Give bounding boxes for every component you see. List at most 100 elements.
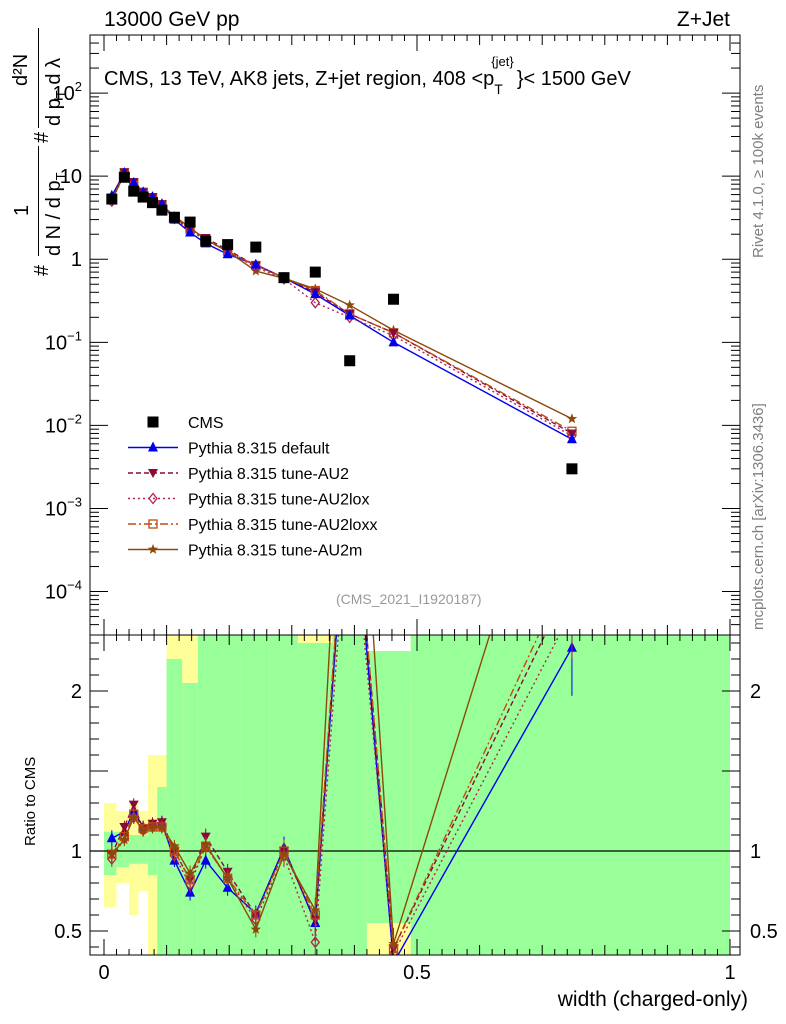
ratio-point-au2m-5 bbox=[156, 821, 168, 832]
x-ticklabel-0: 0 bbox=[98, 962, 109, 984]
ratio-frame bbox=[89, 634, 741, 956]
band-green-7 bbox=[182, 683, 198, 955]
ratio-y-axis-label: Ratio to CMS bbox=[22, 756, 39, 846]
legend-marker-au2 bbox=[148, 469, 158, 478]
main-point-default-14 bbox=[388, 336, 399, 347]
main-point-cms-11 bbox=[278, 272, 290, 284]
y-hash-1: # bbox=[31, 264, 53, 276]
ratio-point-au2m-1 bbox=[119, 834, 130, 845]
legend-label-au2m: Pythia 8.315 tune-AU2m bbox=[188, 543, 362, 560]
ratio-line-au2m bbox=[111, 635, 491, 945]
ratio-point-au2lox-7 bbox=[185, 878, 195, 891]
main-point-cms-12 bbox=[309, 266, 321, 278]
y-main-ticklabel-5: 10 bbox=[60, 166, 82, 188]
y-main-ticklabel-4: 1 bbox=[71, 249, 82, 271]
x-ticklabel-1: 0.5 bbox=[403, 962, 431, 984]
y-d2n: d²N bbox=[10, 53, 32, 86]
plot-title-main: CMS, 13 TeV, AK8 jets, Z+jet region, 408… bbox=[104, 68, 495, 90]
plot-title-tail: }< 1500 GeV bbox=[516, 68, 631, 90]
main-point-au2m-13 bbox=[344, 299, 355, 310]
ratio-point-au2m-4 bbox=[147, 821, 158, 832]
y-main-ticklabel-exp-2: −2 bbox=[67, 411, 82, 426]
plot-title-sub: T bbox=[494, 81, 503, 97]
y-ratio-ticklabel-right-0: 0.5 bbox=[750, 921, 778, 943]
band-green-15 bbox=[410, 635, 730, 955]
analysis-id: (CMS_2021_I1920187) bbox=[336, 591, 482, 607]
main-point-cms-4 bbox=[147, 197, 159, 209]
legend-marker-cms bbox=[147, 416, 159, 428]
x-axis-label: width (charged-only) bbox=[557, 988, 748, 1011]
main-point-au2m-15 bbox=[566, 413, 578, 424]
y-frac-one: 1 bbox=[11, 204, 33, 216]
x-ticklabel-2: 1 bbox=[724, 962, 735, 984]
legend-marker-au2m bbox=[147, 544, 159, 554]
ratio-point-au2lox-6 bbox=[169, 849, 180, 862]
legend-label-default: Pythia 8.315 default bbox=[188, 441, 330, 458]
ratio-point-au2m-9 bbox=[222, 872, 233, 883]
band-green-8 bbox=[197, 635, 214, 955]
plot-title: CMS, 13 TeV, AK8 jets, Z+jet region, 408… bbox=[104, 54, 631, 97]
ratio-point-au2m-13 bbox=[345, 270, 355, 280]
ratio-point-au2m-7 bbox=[184, 867, 196, 878]
ratio-point-au2m-8 bbox=[200, 839, 211, 849]
y-main-ticklabel-exp-1: −3 bbox=[67, 494, 82, 509]
ratio-point-au2m-3 bbox=[137, 824, 149, 835]
legend: CMS Pythia 8.315 default Pythia 8.315 tune… bbox=[128, 415, 377, 560]
ratio-point-default-13 bbox=[345, 445, 355, 455]
y-ratio-ticklabel-right-1: 1 bbox=[750, 841, 761, 863]
y-main-ticklabel-3: 10−1 bbox=[45, 328, 82, 354]
legend-label-au2lox: Pythia 8.315 tune-AU2lox bbox=[188, 492, 369, 509]
main-line-au2loxx bbox=[111, 172, 573, 432]
y-main-ticklabel-exp-0: −4 bbox=[67, 578, 82, 593]
main-point-cms-14 bbox=[388, 293, 400, 305]
main-point-cms-8 bbox=[200, 235, 212, 247]
y-dn-dpt: d N / d pT bbox=[43, 172, 68, 256]
main-point-default-12 bbox=[310, 288, 321, 299]
main-point-cms-5 bbox=[156, 204, 168, 216]
ratio-point-default-0 bbox=[106, 832, 117, 843]
legend-label-au2loxx: Pythia 8.315 tune-AU2loxx bbox=[188, 517, 377, 534]
ratio-point-au2-13 bbox=[345, 431, 355, 440]
y-hash-2: # bbox=[31, 131, 53, 143]
main-line-au2lox bbox=[111, 173, 573, 437]
y-main-ticklabel-exp-6: 2 bbox=[75, 79, 82, 94]
main-point-default-10 bbox=[250, 258, 261, 269]
ratio-point-au2lox-15 bbox=[568, 606, 576, 616]
axes bbox=[89, 34, 741, 956]
ratio-point-au2m-11 bbox=[278, 848, 290, 859]
ratio-point-au2m-2 bbox=[128, 811, 139, 822]
band-green-2 bbox=[129, 835, 139, 864]
ratio-point-au2loxx-15 bbox=[568, 559, 576, 567]
main-y-axis-label: # 1 d N / d pT # d²N d pT d λ bbox=[5, 26, 85, 276]
main-point-default-2 bbox=[128, 176, 139, 187]
beam-label: 13000 GeV pp bbox=[104, 8, 240, 31]
main-point-default-13 bbox=[344, 309, 355, 320]
legend-marker-au2loxx bbox=[148, 519, 158, 529]
main-panel-series bbox=[106, 167, 578, 475]
ratio-point-au2-1 bbox=[119, 823, 130, 832]
y-main-ticklabel-2: 10−2 bbox=[45, 411, 82, 437]
legend-marker-default bbox=[148, 441, 158, 452]
main-point-au2-14 bbox=[388, 328, 399, 338]
y-ratio-ticklabel-left-0: 0.5 bbox=[54, 921, 82, 943]
main-line-default bbox=[111, 171, 573, 440]
ratio-point-au2lox-14 bbox=[388, 947, 399, 955]
rivet-version-label: Rivet 4.1.0, ≥ 100k events bbox=[750, 84, 767, 258]
band-green-6 bbox=[166, 659, 183, 955]
ratio-point-au2m-6 bbox=[169, 840, 180, 851]
ratio-point-au2lox-12 bbox=[310, 936, 321, 949]
ratio-point-default-9 bbox=[222, 881, 233, 892]
ratio-point-au2loxx-10 bbox=[251, 910, 261, 920]
ratio-panel-series bbox=[106, 270, 578, 955]
ratio-point-au2m-15 bbox=[567, 366, 578, 376]
main-point-cms-0 bbox=[106, 193, 118, 205]
y-main-ticklabel-0: 10−4 bbox=[45, 578, 82, 604]
main-point-cms-3 bbox=[137, 191, 149, 203]
main-line-au2 bbox=[111, 170, 573, 435]
main-point-default-7 bbox=[185, 226, 196, 237]
ratio-point-au2m-10 bbox=[250, 923, 261, 934]
band-green-13 bbox=[332, 635, 367, 955]
main-point-cms-9 bbox=[222, 239, 234, 251]
band-green-9 bbox=[213, 635, 242, 955]
main-point-cms-15 bbox=[566, 463, 578, 475]
